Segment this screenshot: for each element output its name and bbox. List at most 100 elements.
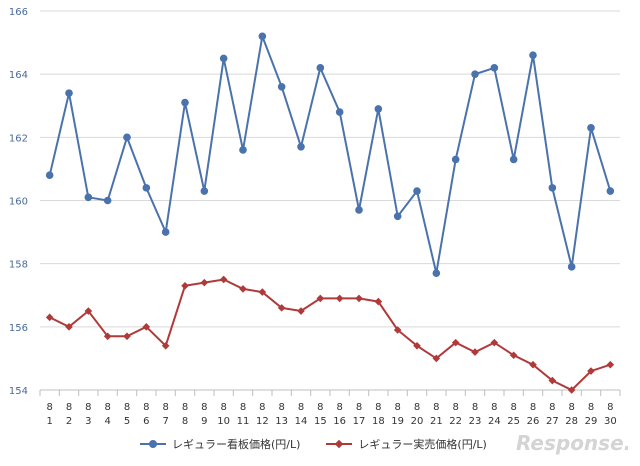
x-tick-month: 8 [104, 402, 110, 413]
x-tick-month: 8 [356, 402, 362, 413]
legend-item-actual: レギュラー実売価格(円/L) [326, 436, 487, 452]
legend-label-signboard: レギュラー看板価格(円/L) [172, 438, 301, 451]
x-tick-month: 8 [510, 402, 516, 413]
data-point [219, 275, 228, 284]
x-tick-month: 8 [607, 402, 613, 413]
x-tick-day: 27 [546, 416, 559, 427]
data-point [413, 341, 421, 350]
data-point [161, 341, 170, 350]
data-point [239, 146, 247, 154]
data-point [45, 171, 54, 180]
x-tick-month: 8 [278, 402, 284, 413]
x-tick-month: 8 [182, 402, 188, 413]
x-tick-month: 8 [220, 402, 226, 413]
x-tick-month: 8 [201, 402, 207, 413]
x-tick-month: 8 [568, 402, 574, 413]
x-tick-month: 8 [336, 402, 342, 413]
x-tick-month: 8 [394, 402, 400, 413]
x-tick-month: 8 [414, 402, 420, 413]
data-point [335, 294, 344, 303]
x-tick-month: 8 [85, 402, 91, 413]
x-tick-month: 8 [240, 402, 246, 413]
x-tick-day: 17 [353, 416, 366, 427]
y-tick-label: 154 [9, 386, 28, 397]
x-tick-day: 10 [217, 416, 230, 427]
x-tick-day: 13 [275, 416, 288, 427]
data-point [432, 269, 441, 277]
data-point [277, 83, 286, 91]
data-point [65, 323, 73, 331]
x-tick-month: 8 [124, 402, 130, 413]
y-tick-label: 162 [9, 133, 28, 144]
data-point [509, 155, 518, 164]
data-point [103, 332, 112, 341]
x-tick-day: 7 [162, 416, 168, 427]
data-point [393, 212, 402, 221]
x-tick-month: 8 [375, 402, 381, 413]
data-point [258, 288, 267, 296]
x-tick-month: 8 [530, 402, 536, 413]
data-point [471, 348, 479, 356]
x-tick-day: 11 [237, 416, 250, 427]
data-point [200, 187, 209, 195]
data-point [84, 307, 93, 315]
data-point [219, 54, 228, 63]
x-tick-month: 8 [491, 402, 497, 413]
x-tick-day: 1 [46, 416, 52, 427]
data-point [587, 124, 595, 132]
x-tick-day: 19 [391, 416, 404, 427]
legend-label-actual: レギュラー実売価格(円/L) [358, 438, 487, 451]
y-tick-label: 164 [9, 70, 28, 81]
data-point [451, 338, 460, 347]
data-point [84, 193, 93, 202]
data-point [277, 304, 286, 312]
y-tick-label: 160 [9, 197, 28, 208]
data-point [529, 360, 537, 369]
data-point [45, 313, 54, 322]
data-point [509, 351, 518, 360]
x-tick-month: 8 [143, 402, 149, 413]
y-tick-label: 166 [9, 7, 28, 18]
data-point [297, 307, 305, 315]
svg-text:Response.: Response. [516, 431, 628, 455]
data-point [567, 263, 576, 271]
data-point [374, 105, 383, 113]
data-point [587, 367, 595, 375]
data-point [567, 386, 576, 394]
x-tick-day: 9 [201, 416, 207, 427]
data-point [355, 206, 363, 214]
x-tick-day: 21 [430, 416, 443, 427]
data-point [490, 64, 499, 72]
data-point [239, 285, 247, 293]
data-point [413, 187, 421, 195]
data-point [432, 354, 441, 363]
x-tick-month: 8 [549, 402, 555, 413]
y-axis-ticks: 154 156 158 160 162 164 166 [9, 7, 28, 397]
y-tick-label: 158 [9, 260, 28, 271]
data-point [161, 228, 170, 236]
x-tick-day: 3 [85, 416, 91, 427]
legend-item-signboard: レギュラー看板価格(円/L) [140, 436, 300, 452]
x-tick-day: 14 [295, 416, 308, 427]
data-point [316, 294, 325, 303]
x-tick-day: 18 [372, 416, 385, 427]
x-tick-month: 8 [66, 402, 72, 413]
legend-circle-marker-icon [140, 439, 166, 449]
x-tick-day: 6 [143, 416, 149, 427]
data-point [142, 323, 151, 331]
data-point [471, 70, 479, 78]
x-tick-day: 8 [182, 416, 188, 427]
data-point [374, 297, 383, 306]
x-tick-day: 23 [469, 416, 482, 427]
x-tick-day: 2 [66, 416, 72, 427]
x-tick-day: 16 [333, 416, 346, 427]
data-point [335, 108, 344, 116]
series-line-2 [49, 278, 611, 392]
data-point [142, 184, 151, 192]
data-point [490, 338, 499, 347]
x-tick-day: 30 [604, 416, 617, 427]
x-tick-month: 8 [298, 402, 304, 413]
x-tick-day: 15 [314, 416, 327, 427]
x-tick-month: 8 [588, 402, 594, 413]
